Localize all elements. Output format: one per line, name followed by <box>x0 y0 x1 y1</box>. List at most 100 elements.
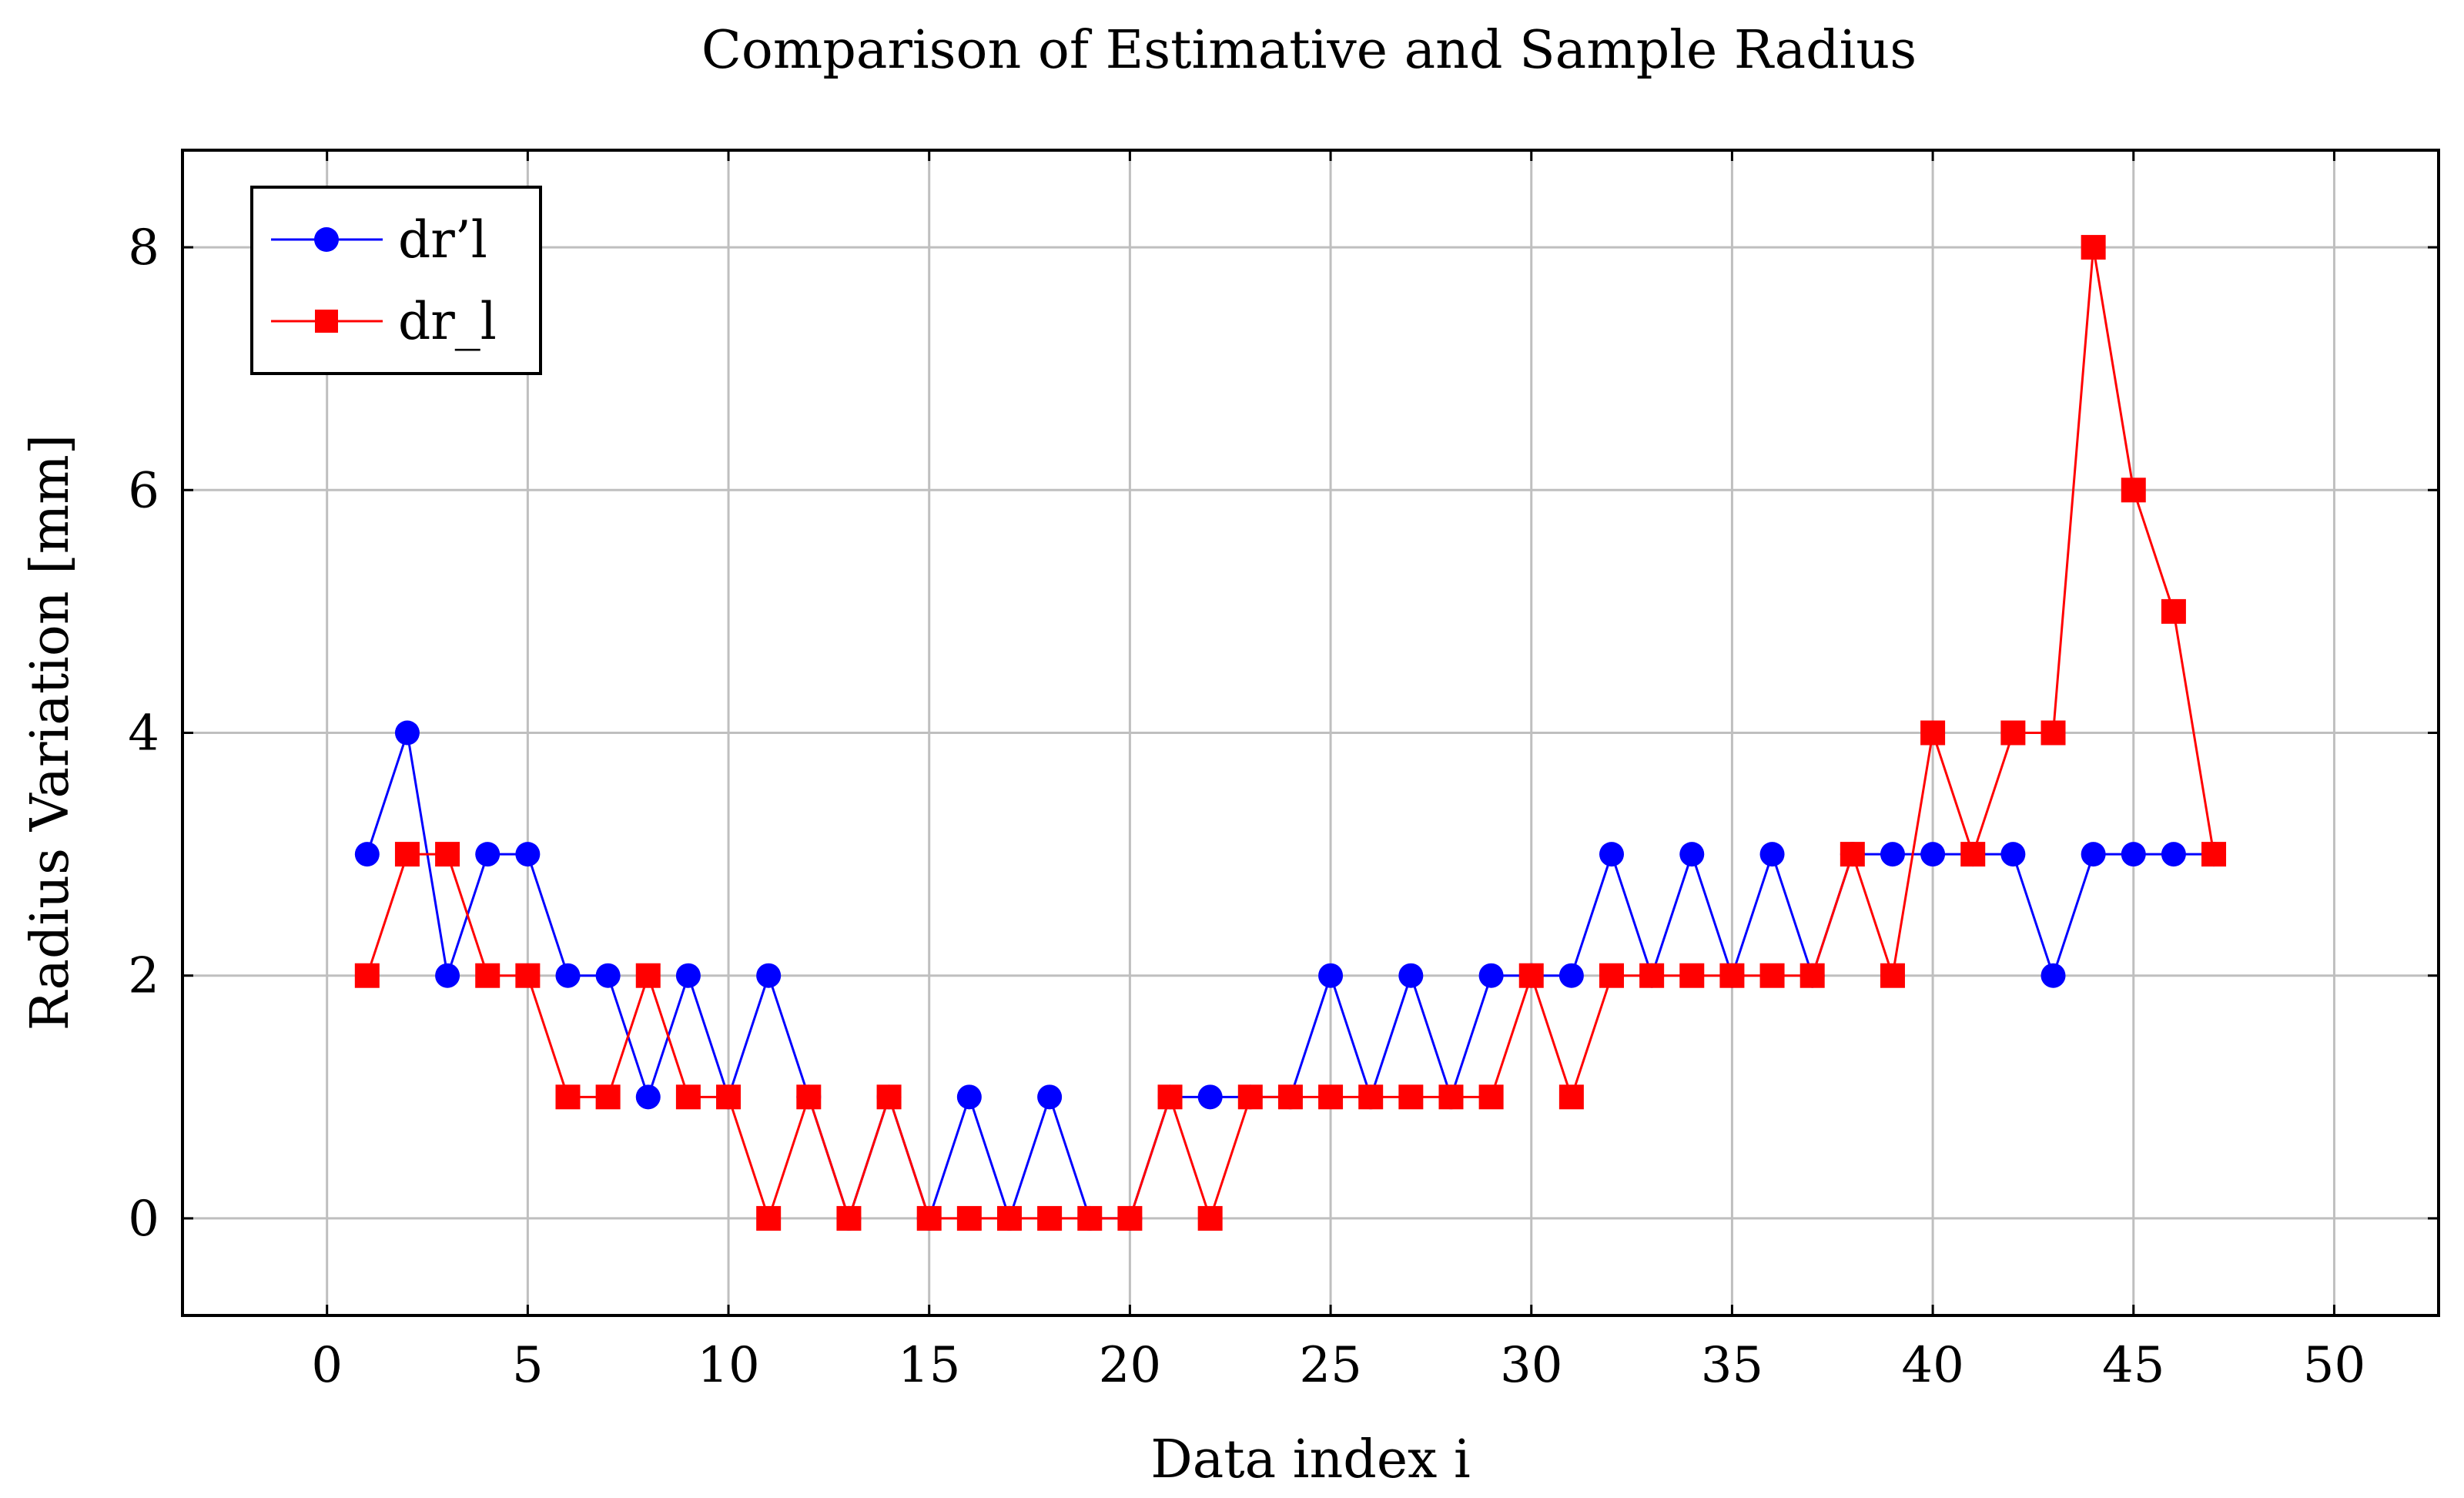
series-1-point <box>595 963 621 988</box>
series-2-point <box>1438 1084 1464 1110</box>
series-2-point <box>475 963 500 988</box>
series-2-point <box>1719 963 1745 988</box>
series-2-point <box>876 1084 902 1110</box>
series-2-point <box>1077 1205 1103 1231</box>
series-2-point <box>1277 1084 1303 1110</box>
series-1-point <box>475 842 500 867</box>
legend-label-series-1: dr’l <box>398 210 487 270</box>
series-2-point <box>1880 963 1905 988</box>
x-tick-label: 20 <box>1099 1337 1161 1394</box>
series-1-point <box>1197 1084 1223 1110</box>
x-tick-label: 5 <box>512 1337 544 1394</box>
y-tick-label: 2 <box>128 948 159 1005</box>
series-2-point <box>1518 963 1544 988</box>
series-1-point <box>2161 842 2186 867</box>
series-2-point <box>1960 842 1986 867</box>
series-2-point <box>1157 1084 1183 1110</box>
series-1-point <box>675 963 701 988</box>
series-1-point <box>1318 963 1344 988</box>
series-2-point <box>1558 1084 1584 1110</box>
series-2-point <box>796 1084 822 1110</box>
series-2-point <box>756 1205 782 1231</box>
x-tick-label: 10 <box>697 1337 759 1394</box>
y-tick-label: 4 <box>128 705 159 762</box>
series-2-point <box>1117 1205 1143 1231</box>
x-tick-label: 45 <box>2102 1337 2164 1394</box>
series-1-point <box>1478 963 1504 988</box>
series-1-point <box>2121 842 2146 867</box>
x-tick-label: 50 <box>2303 1337 2365 1394</box>
series-2-point <box>2201 842 2227 867</box>
legend-marker-series-1 <box>314 227 339 252</box>
legend: dr’l dr_l <box>250 186 542 375</box>
series-1-point <box>2000 842 2026 867</box>
series-2-point <box>675 1084 701 1110</box>
x-tick-label: 15 <box>898 1337 960 1394</box>
series-2-point <box>2040 720 2066 746</box>
series-2-point <box>394 842 420 867</box>
series-2-point <box>1197 1205 1223 1231</box>
series-2-point <box>1237 1084 1263 1110</box>
series-2-point <box>1639 963 1665 988</box>
series-1-point <box>394 720 420 746</box>
y-tick-label: 0 <box>128 1191 159 1248</box>
series-1-point <box>2040 963 2066 988</box>
series-2-point <box>1920 720 1946 746</box>
series-1-point <box>1558 963 1584 988</box>
series-2-point <box>1599 963 1625 988</box>
series-2-point <box>716 1084 742 1110</box>
series-1-point <box>1679 842 1705 867</box>
x-tick-label: 30 <box>1500 1337 1562 1394</box>
series-1-point <box>2081 842 2106 867</box>
series-2-point <box>1478 1084 1504 1110</box>
series-2-point <box>836 1205 862 1231</box>
series-2-point <box>1358 1084 1384 1110</box>
series-1-point <box>555 963 581 988</box>
series-1-point <box>635 1084 661 1110</box>
series-2-point <box>1318 1084 1344 1110</box>
series-2-point <box>595 1084 621 1110</box>
series-2-point <box>515 963 541 988</box>
series-1-point <box>1398 963 1424 988</box>
series-2-point <box>916 1205 942 1231</box>
legend-box <box>250 186 542 375</box>
series-2-point <box>956 1205 982 1231</box>
series-1-point <box>1599 842 1625 867</box>
series-2-point <box>1799 963 1825 988</box>
y-axis-label: Radius Variation [mm] <box>20 434 81 1031</box>
series-2-point <box>1037 1205 1063 1231</box>
x-tick-label: 25 <box>1299 1337 1361 1394</box>
series-layer <box>354 235 2227 1231</box>
series-2-point <box>1759 963 1785 988</box>
series-2-point <box>1679 963 1705 988</box>
legend-marker-series-2 <box>315 310 338 333</box>
series-1-point <box>1920 842 1946 867</box>
chart-title: Comparison of Estimative and Sample Radi… <box>701 20 1917 81</box>
y-tick-label: 6 <box>128 462 159 519</box>
ticks: 0 5 10 15 20 25 30 35 40 45 50 0 2 4 6 8 <box>128 150 2439 1394</box>
series-2-point <box>2121 478 2146 503</box>
x-tick-label: 40 <box>1901 1337 1964 1394</box>
series-2-point <box>2000 720 2026 746</box>
y-tick-label: 8 <box>128 220 159 276</box>
series-2-point <box>1398 1084 1424 1110</box>
series-2-point <box>635 963 661 988</box>
x-tick-label: 0 <box>311 1337 343 1394</box>
x-tick-label: 35 <box>1701 1337 1763 1394</box>
series-1-point <box>1880 842 1905 867</box>
x-axis-label: Data index i <box>1150 1429 1471 1490</box>
series-2-point <box>435 842 460 867</box>
series-1-point <box>756 963 782 988</box>
series-2-point <box>354 963 380 988</box>
series-1-point <box>1037 1084 1063 1110</box>
series-1-point <box>435 963 460 988</box>
series-2-point <box>2161 598 2186 624</box>
series-2-point <box>1840 842 1865 867</box>
series-1-point <box>515 842 541 867</box>
series-1-point <box>1759 842 1785 867</box>
series-1-point <box>956 1084 982 1110</box>
series-2-point <box>555 1084 581 1110</box>
series-2-point <box>2081 235 2106 260</box>
legend-label-series-2: dr_l <box>398 292 497 351</box>
